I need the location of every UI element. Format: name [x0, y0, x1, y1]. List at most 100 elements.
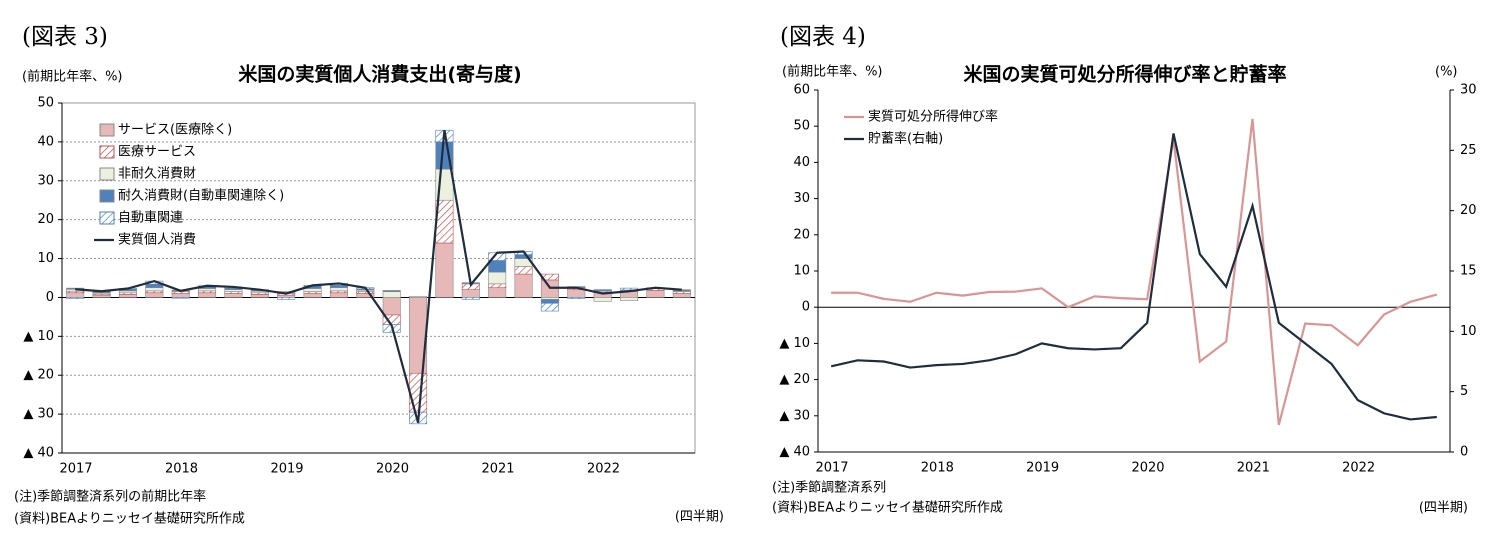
y-tick-label: ▲ 20: [23, 368, 54, 383]
x-tick-label: 2022: [587, 462, 620, 477]
bar-segment: [514, 254, 533, 259]
note: (注)季節調整済系列の前期比年率: [14, 489, 206, 505]
bar-segment: [171, 297, 190, 299]
y-tick-label: 30: [37, 173, 54, 188]
x-tick-label: 2020: [1131, 461, 1164, 476]
x-unit: (四半期): [675, 510, 724, 525]
bar-segment: [646, 290, 665, 298]
legend-label: 耐久消費財(自動車関連除く): [118, 189, 284, 204]
bar-segment: [145, 292, 164, 298]
bar-segment: [145, 283, 164, 289]
y-tick-label: ▲ 40: [23, 446, 54, 461]
bar-segment: [567, 289, 586, 298]
figure-label: (図表 3): [22, 24, 108, 50]
y-tick-label: 20: [37, 212, 54, 227]
bar-segment: [514, 266, 533, 275]
bar-segment: [672, 293, 691, 298]
legend-swatch: [99, 167, 115, 181]
bar-segment: [488, 260, 507, 273]
y-tick-label: 40: [793, 155, 810, 170]
bar-segment: [593, 297, 612, 302]
bar-segment: [540, 302, 559, 312]
bar-segment: [303, 293, 322, 298]
chart-title: 米国の実質個人消費支出(寄与度): [238, 63, 521, 86]
y-tick-label: ▲ 10: [23, 329, 54, 344]
x-tick-label: 2021: [1237, 461, 1270, 476]
y2-tick-label: 20: [1460, 203, 1477, 218]
y-tick-label: 60: [793, 83, 810, 98]
bar-segment: [329, 292, 348, 298]
series-line: [831, 118, 1438, 426]
bar-segment: [382, 291, 401, 298]
bar-segment: [488, 287, 507, 298]
y-tick-label: 0: [802, 300, 810, 315]
y2-tick-label: 30: [1460, 83, 1477, 98]
bar-segment: [171, 293, 190, 298]
legend-label: 実質個人消費: [118, 232, 196, 248]
bar-segment: [66, 292, 85, 298]
bar-segment: [620, 297, 639, 301]
bar-segment: [329, 287, 348, 292]
series-line: [75, 130, 682, 423]
bar-segment: [567, 297, 586, 299]
y2-tick-label: 10: [1460, 324, 1477, 339]
bar-segment: [382, 297, 401, 316]
y-tick-label: ▲ 10: [779, 336, 810, 351]
bar-segment: [488, 271, 507, 285]
chart-title: 米国の実質可処分所得伸び率と貯蓄率: [963, 63, 1286, 86]
series-line: [830, 133, 1437, 421]
x-tick-label: 2020: [376, 462, 409, 477]
legend-swatch: [99, 189, 115, 203]
legend-label: 医療サービス: [118, 145, 196, 160]
bar-segment: [540, 299, 559, 304]
y2-tick-label: 5: [1460, 384, 1468, 399]
legend-label: 貯蓄率(右軸): [868, 131, 943, 147]
bar-segment: [514, 273, 533, 298]
bar-segment: [277, 297, 296, 300]
bar-segment: [382, 290, 401, 292]
bar-segment: [198, 288, 217, 292]
bar-segment: [435, 242, 454, 298]
bar-segment: [198, 292, 217, 298]
legend-swatch: [99, 145, 115, 159]
note: (資料)BEAよりニッセイ基礎研究所作成: [772, 501, 1003, 516]
y-tick-label: 50: [793, 119, 810, 134]
y-tick-label: 50: [37, 96, 54, 111]
bar-segment: [66, 297, 85, 299]
note: (注)季節調整済系列: [772, 480, 886, 496]
bar-segment: [409, 372, 428, 413]
y-unit: (前期比年率、%): [22, 69, 123, 85]
y-tick-label: 40: [37, 134, 54, 149]
x-tick-label: 2021: [481, 462, 514, 477]
y-tick-label: 10: [37, 251, 54, 266]
y-tick-label: ▲ 30: [23, 407, 54, 422]
bar-segment: [461, 289, 480, 298]
bar-segment: [488, 283, 507, 289]
y2-tick-label: 15: [1460, 264, 1477, 279]
y2-unit: (%): [1435, 65, 1458, 80]
y-tick-label: 10: [793, 264, 810, 279]
y-tick-label: 30: [793, 191, 810, 206]
x-tick-label: 2017: [815, 461, 848, 476]
y-tick-label: 20: [793, 227, 810, 242]
y-tick-label: ▲ 40: [779, 445, 810, 460]
x-tick-label: 2019: [270, 462, 303, 477]
bar-segment: [277, 294, 296, 298]
legend-swatch: [99, 123, 115, 137]
legend-label: サービス(医療除く): [118, 123, 232, 138]
x-tick-label: 2019: [1026, 461, 1059, 476]
bar-segment: [303, 288, 322, 292]
y-tick-label: ▲ 30: [779, 408, 810, 423]
x-unit: (四半期): [1419, 501, 1468, 516]
bar-segment: [92, 294, 111, 298]
x-tick-label: 2018: [921, 461, 954, 476]
y-tick-label: 0: [46, 290, 54, 305]
bar-segment: [118, 294, 137, 298]
y-tick-label: ▲ 20: [779, 372, 810, 387]
legend-label: 自動車関連: [118, 211, 183, 226]
figure-label: (図表 4): [780, 24, 866, 50]
y-unit: (前期比年率、%): [782, 64, 883, 80]
legend-label: 実質可処分所得伸び率: [868, 109, 998, 125]
bar-segment: [224, 293, 243, 298]
